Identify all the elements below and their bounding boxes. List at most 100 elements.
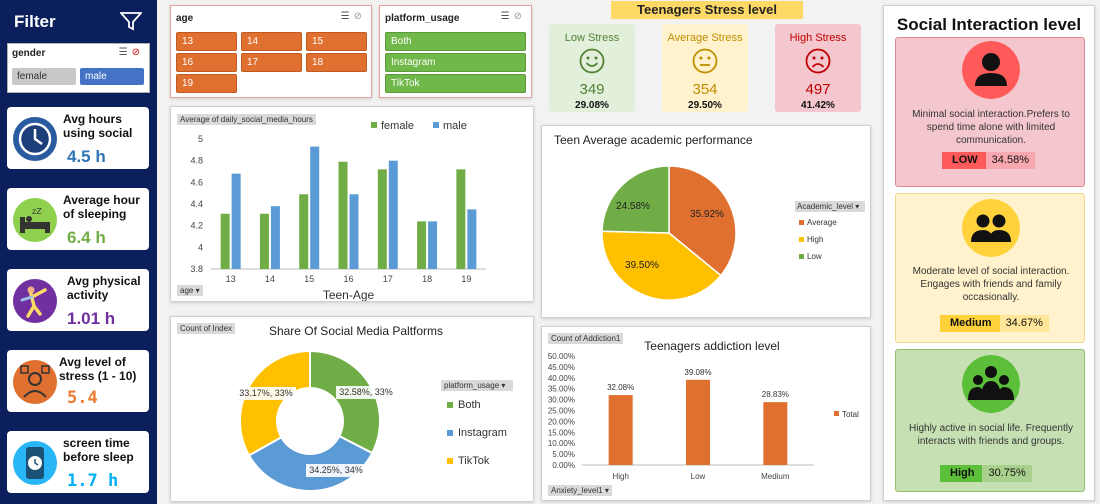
multi-select-icon[interactable]: ☰⊘: [500, 11, 526, 22]
bar-male-18: [428, 221, 438, 269]
chart-field-tag: Count of Index: [177, 323, 236, 334]
donut-slice-Both: [309, 349, 381, 455]
kpi-value: 1.01 h: [67, 309, 116, 328]
hours-bar-svg: 3.8 4 4.2 4.4 4.6 4.8 5 13 14 15 16 17 18 19 Teen-Age f…: [190, 120, 486, 301]
sad-face-icon: [805, 48, 831, 74]
platform-option-both[interactable]: Both: [385, 32, 526, 51]
platform-slicer: platform_usage ☰⊘ Both Instagram TikTok: [379, 5, 532, 98]
two-people-icon: [962, 199, 1020, 257]
legend-label-Average: Average: [807, 218, 837, 227]
y-tick-label: 40.00%: [548, 374, 575, 383]
stress-card-low: Low Stress 349 29.08%: [549, 24, 635, 112]
gender-slicer-title: gender: [12, 48, 46, 59]
gender-option-female[interactable]: female: [12, 68, 76, 85]
stress-card-average: Average Stress 354 29.50%: [662, 24, 748, 112]
social-title: Social Interaction level: [896, 15, 1082, 34]
age-option-13[interactable]: 13: [176, 32, 237, 51]
bar-male-15: [310, 146, 320, 269]
age-option-18[interactable]: 18: [306, 53, 367, 72]
stress-count: 349: [579, 81, 605, 98]
x-tick-label: 13: [226, 274, 236, 284]
age-filter-tag[interactable]: age ▾: [177, 285, 203, 296]
kpi-card-physical: Avg physical activity 1.01 h: [7, 269, 149, 331]
single-person-icon: [962, 41, 1020, 99]
neutral-face-icon: [692, 48, 718, 74]
y-tick-label: 4: [198, 242, 203, 252]
social-badge: Medium 34.67%: [940, 315, 1049, 332]
bar-Low: [686, 379, 710, 465]
age-slicer-title: age: [176, 13, 194, 24]
kpi-label: Average hour of sleeping: [63, 193, 140, 221]
data-label-bg: [306, 464, 366, 477]
donut-slice-TikTok: [239, 349, 311, 457]
bar-female-15: [299, 194, 309, 269]
social-description: Minimal social interaction.Prefers to sp…: [912, 109, 1070, 146]
donut-legend-title: platform_usage ▾: [444, 381, 505, 390]
clear-filter-icon: ⊘: [131, 47, 144, 58]
phone-clock-icon: [13, 441, 57, 485]
social-pct: 34.58%: [985, 152, 1035, 169]
age-option-14[interactable]: 14: [241, 32, 302, 51]
bar-data-label: 39.08%: [684, 368, 711, 377]
bar-female-19: [456, 169, 466, 269]
kpi-label: Avg physical activity: [67, 274, 141, 302]
legend-label-female: female: [381, 120, 414, 132]
group-people-icon: [962, 355, 1020, 413]
legend-label-Low: Low: [807, 252, 822, 261]
legend-title-bg: [795, 201, 865, 212]
age-option-16[interactable]: 16: [176, 53, 237, 72]
smile-face-icon: [579, 48, 605, 74]
data-label-bg: [336, 386, 396, 399]
svg-text:zZ: zZ: [32, 207, 42, 216]
y-tick-label: 30.00%: [548, 396, 575, 405]
y-tick-label: 20.00%: [548, 417, 575, 426]
stress-label: Low Stress: [564, 32, 620, 44]
bar-male-13: [231, 173, 241, 269]
multi-select-icon[interactable]: ☰⊘: [340, 11, 366, 22]
age-option-17[interactable]: 17: [241, 53, 302, 72]
y-tick-label: 35.00%: [548, 385, 575, 394]
chart-field-tag: Average of daily_social_media_hours: [177, 114, 316, 125]
stress-pct: 29.50%: [688, 100, 722, 111]
platform-share-chart: Count of Index Share Of Social Media Pal…: [170, 316, 534, 502]
multi-select-icon[interactable]: ☰⊘: [118, 47, 144, 58]
kpi-value: 6.4 h: [67, 228, 106, 247]
filter-title: Filter: [14, 12, 56, 31]
bar-female-17: [377, 169, 387, 269]
age-option-15[interactable]: 15: [306, 32, 367, 51]
x-tick-label: High: [612, 472, 628, 481]
social-level: High: [940, 465, 983, 482]
kpi-value: 5.4: [67, 388, 98, 408]
x-tick-label: 15: [304, 274, 314, 284]
platform-option-instagram[interactable]: Instagram: [385, 53, 526, 72]
anxiety-filter-tag[interactable]: Anxiety_level1 ▾: [548, 485, 612, 496]
legend-swatch-High: [799, 237, 804, 242]
platform-option-tiktok[interactable]: TikTok: [385, 74, 526, 93]
donut-data-label-TikTok: 33.17%, 33%: [239, 388, 293, 398]
y-tick-label: 0.00%: [552, 461, 575, 470]
bar-female-18: [417, 221, 427, 269]
stress-label: Average Stress: [667, 32, 743, 44]
kpi-label: Avg hours using social: [63, 112, 133, 140]
bar-male-16: [349, 194, 359, 269]
donut-slice-Instagram: [247, 434, 374, 492]
legend-label-total: Total: [842, 410, 859, 419]
stress-pct: 29.08%: [575, 100, 609, 111]
pie-data-label-Low: 24.58%: [616, 201, 650, 212]
gender-option-male[interactable]: male: [80, 68, 144, 85]
y-tick-label: 10.00%: [548, 439, 575, 448]
y-tick-label: 4.2: [190, 221, 203, 231]
clear-filter-icon: ⊘: [513, 11, 526, 22]
legend-swatch-TikTok: [447, 458, 453, 464]
social-pct: 30.75%: [982, 465, 1032, 482]
gender-slicer: gender ☰⊘ female male: [7, 43, 150, 93]
legend-swatch-male: [433, 122, 439, 128]
bar-High: [608, 395, 633, 465]
age-option-19[interactable]: 19: [176, 74, 237, 93]
pie-slice-Low: [601, 165, 670, 234]
bar-male-17: [388, 160, 398, 269]
x-axis-title: Teen-Age: [323, 288, 375, 301]
filter-funnel-icon[interactable]: [120, 11, 142, 31]
bar-female-16: [338, 161, 348, 269]
pie-data-label-High: 39.50%: [625, 260, 659, 271]
